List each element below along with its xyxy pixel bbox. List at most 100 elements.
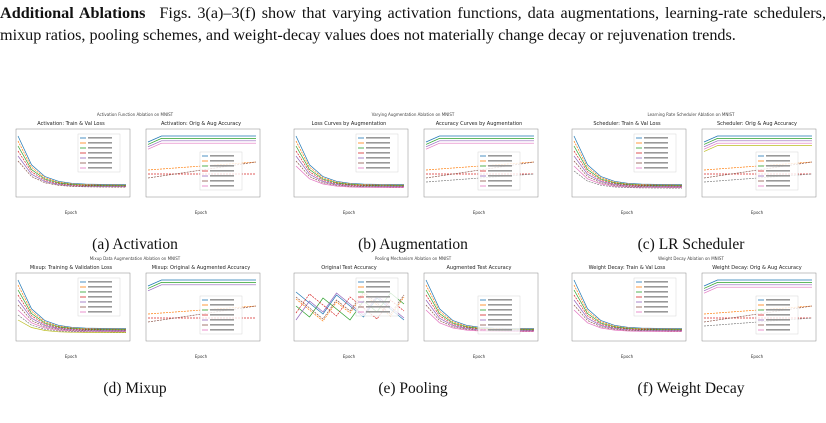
legend-text bbox=[766, 329, 790, 331]
series-line bbox=[147, 282, 256, 289]
subplot-plot bbox=[15, 272, 131, 342]
series-line bbox=[425, 140, 534, 148]
legend-text bbox=[366, 291, 390, 293]
legend-text bbox=[766, 319, 790, 321]
series-line bbox=[573, 160, 682, 188]
legend-text bbox=[210, 165, 234, 167]
legend-text bbox=[644, 311, 668, 313]
legend-text bbox=[766, 160, 790, 162]
figure-image: Weight Decay Ablation on MNIST Weight Dec… bbox=[560, 256, 822, 380]
subplot-plot bbox=[571, 272, 687, 342]
legend-text bbox=[488, 155, 512, 157]
legend-text bbox=[766, 155, 790, 157]
x-axis-label: Epoch bbox=[750, 354, 764, 359]
series-line bbox=[17, 314, 126, 333]
figure-image: Pooling Mechanism Ablation on MNIST Origi… bbox=[282, 256, 544, 380]
series-line bbox=[703, 142, 812, 150]
series-line bbox=[573, 299, 683, 331]
series-line bbox=[17, 299, 127, 331]
figure-caption: (b) Augmentation bbox=[358, 236, 468, 253]
figure-4: Mixup Data Augmentation Ablation on MNIS… bbox=[0, 256, 270, 412]
legend-text bbox=[644, 167, 668, 169]
subplot-left: Mixup: Training & Validation Loss Epoch bbox=[8, 265, 134, 359]
subplot-title: Mixup: Training & Validation Loss bbox=[29, 265, 113, 271]
series-line bbox=[703, 138, 812, 145]
figure-image: Varying Augmentation Ablation on MNIST Lo… bbox=[282, 112, 544, 236]
series-line bbox=[703, 279, 812, 287]
legend-text bbox=[210, 319, 234, 321]
legend-text bbox=[366, 296, 390, 298]
figure-image: Activation Function Ablation on MNIST Act… bbox=[4, 112, 266, 236]
subplot-right: Activation: Orig & Aug Accuracy Epoch bbox=[138, 121, 264, 215]
series-line bbox=[17, 319, 126, 333]
subplot-plot bbox=[701, 272, 817, 342]
series-line bbox=[17, 145, 127, 186]
x-axis-label: Epoch bbox=[620, 210, 634, 215]
series-line bbox=[17, 279, 127, 329]
series-line bbox=[703, 145, 812, 152]
legend-text bbox=[210, 329, 234, 331]
series-line bbox=[573, 145, 683, 186]
legend-text bbox=[488, 309, 512, 311]
legend-text bbox=[488, 160, 512, 162]
legend-text bbox=[644, 142, 668, 144]
legend-text bbox=[88, 147, 112, 149]
legend-text bbox=[88, 291, 112, 293]
legend-text bbox=[366, 281, 390, 283]
legend-text bbox=[210, 299, 234, 301]
series-line bbox=[573, 279, 683, 329]
legend-text bbox=[488, 299, 512, 301]
ablations-paragraph: Additional Ablations Figs. 3(a)–3(f) show… bbox=[0, 2, 826, 46]
subplot-left: Original Test Accuracy Epoch bbox=[286, 265, 412, 359]
subplot-title: Weight Decay: Orig & Aug Accuracy bbox=[712, 265, 802, 271]
legend-text bbox=[88, 142, 112, 144]
subplot-left: Activation: Train & Val Loss Epoch bbox=[8, 121, 134, 215]
legend-text bbox=[210, 160, 234, 162]
series-line bbox=[425, 142, 534, 150]
series-line bbox=[425, 135, 534, 143]
series-line bbox=[573, 304, 682, 332]
legend-text bbox=[644, 157, 668, 159]
figure-supertitle: Activation Function Ablation on MNIST bbox=[96, 112, 174, 117]
series-line bbox=[295, 135, 405, 185]
legend-text bbox=[766, 185, 790, 187]
legend-text bbox=[488, 324, 512, 326]
subplot-plot bbox=[145, 128, 261, 198]
legend-text bbox=[766, 165, 790, 167]
figure-5: Pooling Mechanism Ablation on MNIST Origi… bbox=[278, 256, 548, 412]
x-axis-label: Epoch bbox=[64, 210, 78, 215]
series-line bbox=[17, 150, 127, 187]
legend-text bbox=[210, 175, 234, 177]
legend-text bbox=[488, 304, 512, 306]
subplot-title: Activation: Orig & Aug Accuracy bbox=[160, 121, 242, 127]
series-line bbox=[703, 140, 812, 148]
series-line bbox=[425, 304, 534, 332]
legend-text bbox=[488, 319, 512, 321]
series-line bbox=[573, 309, 682, 332]
legend-text bbox=[644, 152, 668, 154]
legend-text bbox=[88, 152, 112, 154]
subplot-right: Augmented Test Accuracy Epoch bbox=[416, 265, 542, 359]
x-axis-label: Epoch bbox=[194, 354, 208, 359]
series-line bbox=[573, 135, 683, 185]
figure-image: Mixup Data Augmentation Ablation on MNIS… bbox=[4, 256, 266, 380]
figure-2: Varying Augmentation Ablation on MNIST Lo… bbox=[278, 112, 548, 268]
series-line bbox=[17, 135, 127, 185]
legend-text bbox=[210, 180, 234, 182]
series-line bbox=[295, 165, 404, 188]
legend-text bbox=[366, 162, 390, 164]
figure-caption: (a) Activation bbox=[92, 236, 178, 253]
figure-supertitle: Weight Decay Ablation on MNIST bbox=[658, 256, 724, 261]
series-line bbox=[425, 294, 535, 331]
x-axis-label: Epoch bbox=[472, 354, 486, 359]
legend-text bbox=[644, 301, 668, 303]
legend-text bbox=[766, 314, 790, 316]
x-axis-label: Epoch bbox=[342, 210, 356, 215]
legend-text bbox=[88, 311, 112, 313]
series-line bbox=[573, 170, 682, 189]
subplot-right: Mixup: Original & Augmented Accuracy Epoc… bbox=[138, 265, 264, 359]
legend-text bbox=[644, 281, 668, 283]
series-line bbox=[147, 140, 256, 148]
legend-text bbox=[88, 286, 112, 288]
series-line bbox=[17, 155, 127, 187]
